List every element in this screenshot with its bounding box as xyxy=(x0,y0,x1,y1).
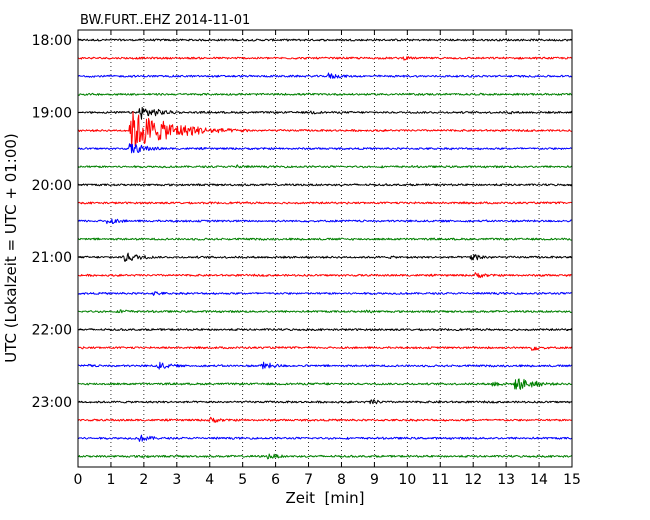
y-tick-label: 19:00 xyxy=(32,105,72,121)
trace-23:00 xyxy=(77,399,573,405)
trace-21:15 xyxy=(77,272,573,279)
x-tick-label: 11 xyxy=(431,472,449,488)
x-tick-label: 13 xyxy=(497,472,515,488)
x-tick-label: 2 xyxy=(139,472,148,488)
seismogram-traces xyxy=(77,38,573,460)
x-axis-label: Zeit [min] xyxy=(285,489,364,507)
x-tick-label: 9 xyxy=(370,472,379,488)
trace-20:45 xyxy=(77,237,573,241)
x-tick-label: 14 xyxy=(530,472,548,488)
trace-20:15 xyxy=(77,201,573,205)
trace-19:30 xyxy=(77,143,573,154)
trace-22:30 xyxy=(77,361,573,370)
x-tick-label: 1 xyxy=(106,472,115,488)
x-tick-label: 0 xyxy=(74,472,83,488)
trace-21:45 xyxy=(77,309,573,314)
x-tick-label: 10 xyxy=(398,472,416,488)
plot-frame xyxy=(77,29,573,468)
trace-23:15 xyxy=(77,416,573,423)
x-tick-label: 4 xyxy=(205,472,214,488)
trace-18:15 xyxy=(77,56,573,61)
x-tick-label: 6 xyxy=(271,472,280,488)
trace-18:00 xyxy=(77,38,573,42)
y-tick-label: 23:00 xyxy=(32,395,72,411)
trace-18:30 xyxy=(77,72,573,79)
trace-21:30 xyxy=(77,291,573,296)
trace-20:00 xyxy=(77,183,573,187)
x-tick-label: 15 xyxy=(563,472,581,488)
y-axis-label: UTC (Lokalzeit = UTC + 01:00) xyxy=(2,133,20,363)
x-tick-label: 8 xyxy=(337,472,346,488)
y-tick-label: 22:00 xyxy=(32,323,72,339)
x-tick-label: 5 xyxy=(238,472,247,488)
x-axis-ticks: 0 1 2 3 4 5 6 7 8 9 10 11 12 13 14 15 xyxy=(74,30,581,488)
trace-22:45 xyxy=(77,378,573,390)
trace-19:45 xyxy=(77,164,573,169)
x-tick-label: 12 xyxy=(464,472,482,488)
trace-22:15 xyxy=(77,346,573,351)
vertical-grid xyxy=(110,30,540,467)
trace-18:45 xyxy=(77,92,573,96)
trace-19:15 xyxy=(77,111,572,149)
trace-23:45 xyxy=(77,453,573,460)
y-tick-label: 21:00 xyxy=(32,250,72,266)
trace-22:00 xyxy=(77,328,573,332)
trace-20:30 xyxy=(77,218,573,225)
x-tick-label: 3 xyxy=(172,472,181,488)
chart-title: BW.FURT..EHZ 2014-11-01 xyxy=(80,13,250,28)
x-tick-label: 7 xyxy=(304,472,313,488)
y-tick-label: 18:00 xyxy=(32,33,72,49)
trace-19:00 xyxy=(77,106,573,120)
y-tick-label: 20:00 xyxy=(32,178,72,194)
y-axis-ticks: 18:00 19:00 20:00 21:00 22:00 23:00 xyxy=(32,33,572,411)
trace-23:30 xyxy=(77,434,573,442)
trace-21:00 xyxy=(77,252,573,262)
